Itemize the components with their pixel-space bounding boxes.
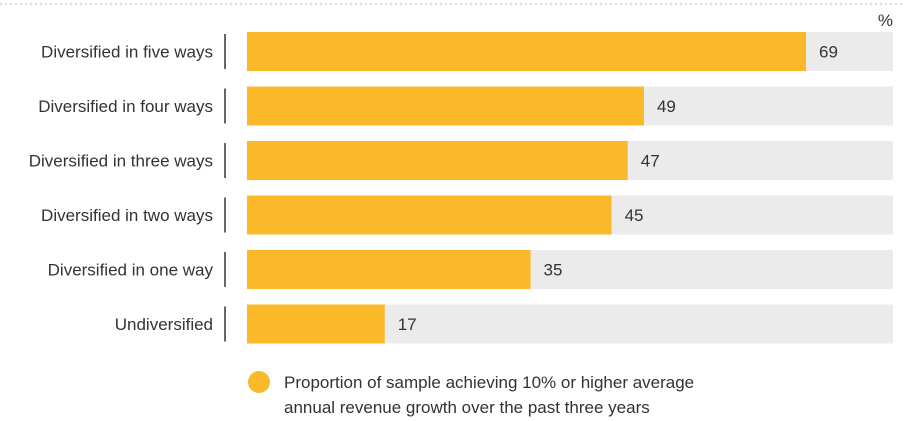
bar-row: Undiversified 17 [115,304,893,344]
legend-label-line: annual revenue growth over the past thre… [284,398,650,417]
legend-swatch [248,371,270,393]
bar-row: Diversified in five ways 69 [41,32,893,71]
category-label: Diversified in four ways [38,97,213,116]
category-label: Diversified in two ways [41,206,213,225]
category-label: Diversified in one way [48,261,214,280]
bar [247,250,531,289]
bar-row: Diversified in one way 35 [48,250,893,289]
bar [247,195,612,235]
unit-label: % [878,11,893,30]
bar-row: Diversified in two ways 45 [41,195,893,235]
value-label: 35 [544,261,563,280]
value-label: 47 [641,152,660,171]
category-label: Diversified in three ways [29,152,213,171]
legend: Proportion of sample achieving 10% or hi… [248,370,754,420]
legend-label-line: Proportion of sample achieving 10% or hi… [284,373,695,392]
bar-row: Diversified in four ways 49 [38,86,893,126]
value-label: 45 [625,206,644,225]
bar [247,86,644,126]
value-label: 49 [657,97,676,116]
legend-label: Proportion of sample achieving 10% or hi… [284,370,754,420]
bar [247,304,385,344]
category-label: Undiversified [115,315,213,334]
value-label: 17 [398,315,417,334]
value-label: 69 [819,43,838,62]
bar-row: Diversified in three ways 47 [29,141,893,180]
category-label: Diversified in five ways [41,43,213,62]
bar [247,32,806,71]
bar [247,141,628,180]
